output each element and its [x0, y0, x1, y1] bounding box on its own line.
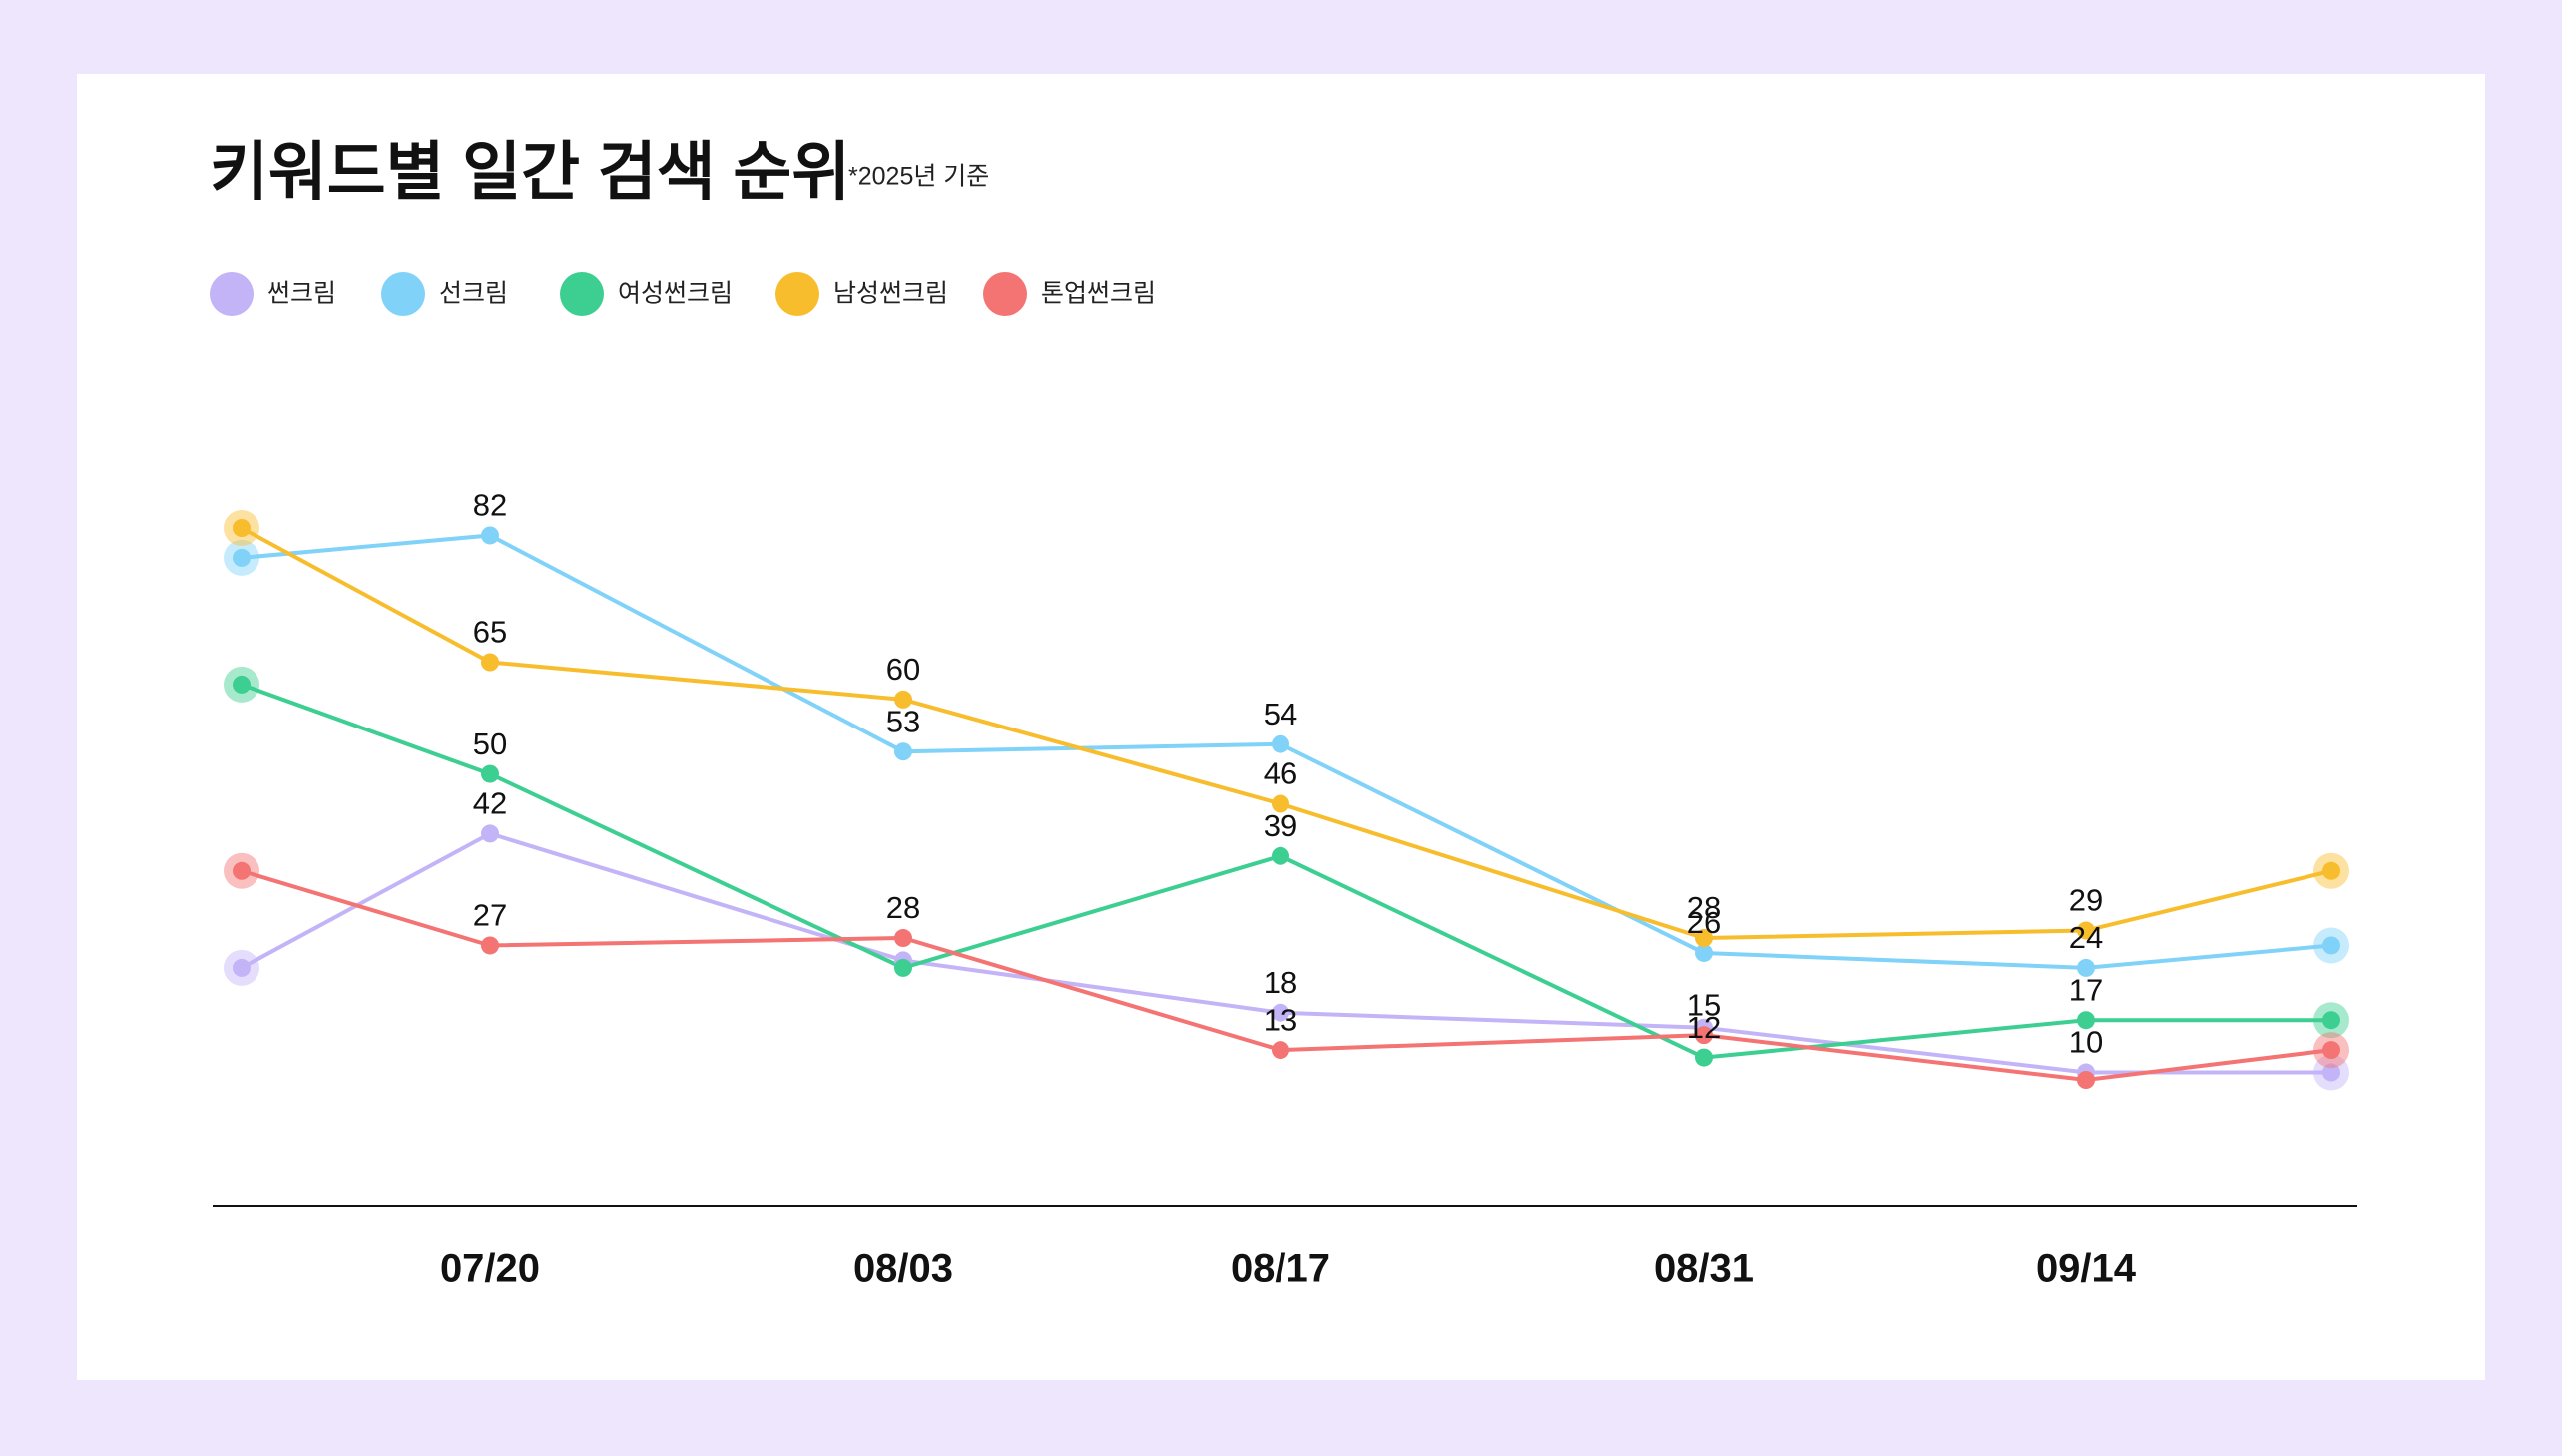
point [481, 526, 499, 545]
point [481, 824, 499, 843]
legend-label: 여성썬크림 [618, 280, 733, 308]
point [2077, 1071, 2095, 1089]
point [1695, 1026, 1713, 1045]
data-label: 39 [1264, 808, 1297, 843]
data-label: 54 [1264, 697, 1297, 731]
point [2322, 861, 2340, 880]
data-label: 17 [2069, 972, 2103, 1007]
point [1272, 794, 1289, 813]
data-label: 65 [473, 615, 507, 650]
point [481, 764, 499, 783]
point [233, 675, 251, 694]
legend-marker [775, 272, 819, 316]
legend-marker [560, 272, 604, 316]
data-label: 28 [886, 890, 920, 925]
x-tick-label: 08/17 [1231, 1247, 1330, 1291]
data-label: 82 [473, 488, 507, 523]
data-label: 53 [886, 704, 920, 738]
data-label: 10 [2069, 1025, 2103, 1060]
point [1272, 1041, 1289, 1060]
x-tick-label: 08/03 [853, 1247, 953, 1291]
point [1272, 1003, 1289, 1022]
data-label: 18 [1264, 965, 1297, 1000]
point [2322, 1041, 2340, 1060]
point [233, 861, 251, 880]
legend-label: 선크림 [439, 280, 508, 308]
point [2322, 1063, 2340, 1082]
data-label: 15 [1687, 987, 1721, 1022]
data-label: 42 [473, 786, 507, 821]
data-label: 27 [473, 898, 507, 933]
data-label: 12 [1687, 1010, 1721, 1045]
point [2077, 1011, 2095, 1030]
point [1695, 929, 1713, 948]
point [894, 690, 912, 709]
point [2322, 936, 2340, 955]
point [481, 936, 499, 955]
chart-subtitle: *2025년 기준 [848, 163, 989, 191]
point [233, 958, 251, 977]
point [894, 742, 912, 761]
point [233, 548, 251, 567]
data-label: 29 [2069, 883, 2103, 918]
point [233, 519, 251, 537]
legend-marker [983, 272, 1027, 316]
data-label: 24 [2069, 920, 2103, 955]
point [2077, 958, 2095, 977]
legend-marker [381, 272, 425, 316]
point [1695, 943, 1713, 962]
data-label: 28 [1687, 890, 1721, 925]
point [481, 653, 499, 672]
legend-label: 썬크림 [267, 280, 336, 308]
x-tick-label: 09/14 [2036, 1247, 2137, 1291]
x-tick-label: 08/31 [1654, 1247, 1754, 1291]
data-label: 46 [1264, 756, 1297, 791]
point [1272, 734, 1289, 753]
point [894, 929, 912, 948]
point [894, 958, 912, 977]
x-tick-label: 07/20 [440, 1247, 540, 1291]
point [1695, 1048, 1713, 1067]
chart-title: 키워드별 일간 검색 순위 [210, 136, 850, 208]
point [1272, 846, 1289, 865]
data-label: 50 [473, 727, 507, 761]
data-label: 60 [886, 652, 920, 687]
legend-label: 남성썬크림 [833, 280, 948, 308]
data-label: 26 [1687, 905, 1721, 940]
point [2322, 1011, 2340, 1030]
legend-marker [210, 272, 254, 316]
data-label: 13 [1264, 1002, 1297, 1037]
card [77, 74, 2485, 1380]
legend-label: 톤업썬크림 [1041, 280, 1156, 308]
point [2077, 921, 2095, 940]
